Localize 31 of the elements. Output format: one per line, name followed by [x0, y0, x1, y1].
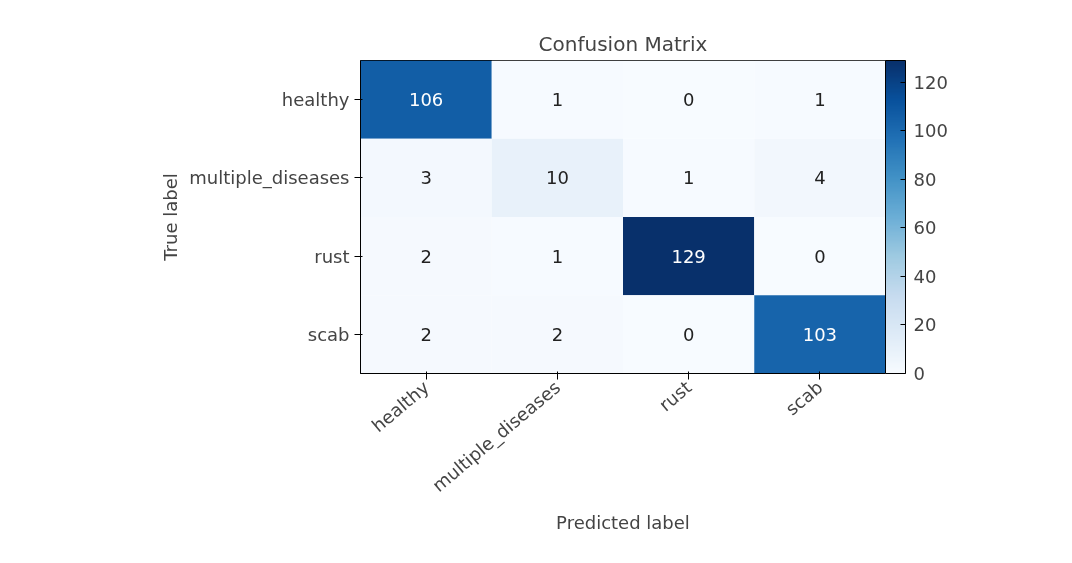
x-axis-title: Predicted label [556, 511, 690, 533]
color-bar-label: 120 [913, 71, 948, 93]
y-tick-label: healthy [281, 89, 350, 111]
data-label: 4 [814, 167, 826, 189]
color-bar-label: 40 [913, 265, 937, 287]
data-label: 2 [420, 323, 432, 345]
color-bar-label: 60 [913, 217, 937, 239]
y-tick-label: scab [307, 323, 350, 345]
color-bar-label: 0 [913, 363, 925, 384]
data-label: 3 [420, 167, 432, 189]
y-axis-title: True label [160, 173, 182, 262]
data-label: 1 [551, 89, 564, 111]
data-label: 129 [671, 245, 706, 267]
y-tick-label: multiple_diseases [189, 167, 350, 190]
data-label: 0 [814, 245, 826, 267]
data-label: 2 [420, 245, 432, 267]
x-tick-label: rust [654, 376, 696, 416]
chart-title: Confusion Matrix [538, 31, 708, 56]
color-bar-label: 80 [913, 168, 937, 190]
color-bar-label: 20 [913, 314, 937, 336]
data-label: 1 [682, 167, 695, 189]
data-label: 0 [682, 323, 695, 345]
data-label: 2 [551, 323, 564, 345]
data-label: 1 [551, 245, 564, 267]
data-label: 103 [802, 323, 838, 345]
y-tick-label: rust [314, 245, 350, 267]
data-label: 10 [545, 167, 569, 189]
color-bar-label: 100 [913, 120, 948, 142]
data-label: 0 [682, 89, 695, 111]
data-label: 1 [814, 89, 826, 111]
data-label: 106 [408, 89, 444, 111]
